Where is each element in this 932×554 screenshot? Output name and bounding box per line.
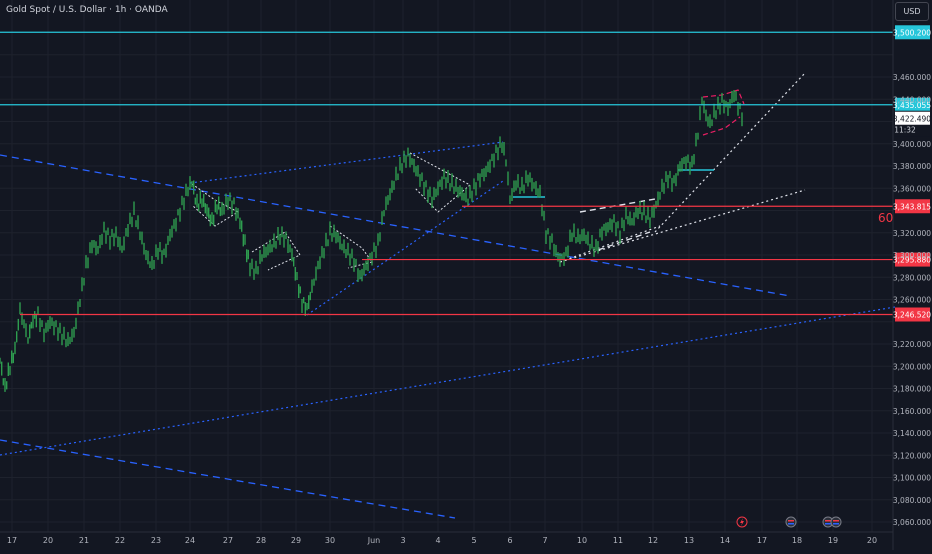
current-price-tag-bg [895,111,930,125]
level-price-tag [895,25,930,40]
horizontal-levels[interactable]: 3,500.200 3,435.055 3,343.815 3,295.880 3,24… [0,25,931,322]
flag-line-lower[interactable] [597,231,651,251]
wedge-lower-line[interactable] [559,225,661,263]
price-tick-label: 3,060.000 [893,518,931,527]
flag-icon[interactable] [785,516,797,528]
level-price-tag [895,307,930,322]
time-tick-label: 11 [613,536,623,545]
time-tick-label: 12 [648,536,658,545]
price-tick-label: 3,440.000 [893,95,931,104]
pattern-shape-4[interactable] [409,152,471,213]
flag-line-upper[interactable] [579,198,656,213]
currency-button[interactable]: USD [895,2,929,21]
time-tick-label: 29 [291,536,301,545]
level-price-tag [895,252,930,267]
level-price-label: 3,343.815 [893,202,931,211]
price-tick-label: 3,120.000 [893,451,931,460]
time-tick-label: 23 [151,536,161,545]
time-tick-label: 17 [7,536,17,545]
time-tick-label: 5 [471,536,476,545]
time-tick-label: 3 [400,536,405,545]
time-tick-label: 10 [577,536,587,545]
flag-icon[interactable] [830,516,842,528]
trendline-white-lower[interactable] [559,189,806,263]
time-tick-label: 20 [43,536,53,545]
annotations: 60 [736,211,893,528]
channel-upper-line[interactable] [189,141,504,184]
price-tick-label: 3,160.000 [893,407,931,416]
price-tick-label: 3,220.000 [893,340,931,349]
time-tick-label: 17 [757,536,767,545]
price-axis[interactable]: 3,460.000 3,440.000 3,400.000 3,380.000 3,36… [892,0,931,550]
flash-icon[interactable] [736,516,748,528]
descending-channel-line[interactable] [0,154,791,297]
time-tick-label: 4 [435,536,440,545]
price-tick-label: 3,260.000 [893,296,931,305]
price-series [0,90,743,392]
descending-channel-lower-line[interactable] [0,439,456,519]
time-tick-label: 27 [223,536,233,545]
price-tick-label: 3,140.000 [893,429,931,438]
price-tick-label: 3,380.000 [893,162,931,171]
annotation-60: 60 [878,211,893,225]
time-tick-label: 19 [828,536,838,545]
symbol-title[interactable]: Gold Spot / U.S. Dollar · 1h · OANDA [6,5,168,15]
price-tick-label: 3,100.000 [893,474,931,483]
flag-icon[interactable] [822,516,834,528]
level-price-label: 3,500.200 [893,28,931,37]
time-tick-label: 24 [185,536,195,545]
time-tick-label: 20 [867,536,877,545]
trendline-white-upper[interactable] [654,72,806,233]
time-tick-label: 14 [720,536,730,545]
price-tick-label: 3,360.000 [893,184,931,193]
price-tick-label: 3,460.000 [893,73,931,82]
time-tick-label: 28 [256,536,266,545]
time-tick-label: 7 [542,536,547,545]
top-pattern-upper[interactable] [702,89,745,105]
price-tick-label: 3,280.000 [893,273,931,282]
grid [0,0,893,532]
level-price-tag [895,97,930,112]
price-tick-label: 3,320.000 [893,229,931,238]
pattern-shape-2[interactable] [251,231,301,271]
time-tick-label: 21 [79,536,89,545]
price-tick-label: 3,080.000 [893,496,931,505]
level-price-label: 3,435.055 [893,101,931,110]
time-tick-label: 18 [792,536,802,545]
price-tick-label: 3,180.000 [893,385,931,394]
price-tick-label: 3,200.000 [893,362,931,371]
time-tick-label: 22 [115,536,125,545]
level-price-label: 3,295.880 [893,256,931,265]
drawings[interactable] [0,72,896,519]
price-tick-label: 3,300.000 [893,251,931,260]
time-tick-label: 6 [507,536,512,545]
time-tick-label: Jun [367,536,381,545]
level-price-tag [895,199,930,214]
ascending-support-line[interactable] [0,306,896,456]
countdown-label: 11:32 [894,126,916,135]
pattern-shape-3[interactable] [329,225,373,269]
time-tick-label: 13 [684,536,694,545]
price-tick-label: 3,400.000 [893,140,931,149]
level-price-label: 3,246.520 [893,310,931,319]
current-price-label: 3,422.490 [893,115,931,124]
time-tick-label: 30 [325,536,335,545]
time-axis[interactable]: 17 20 21 22 23 24 27 28 29 30 Jun 3 4 5 6 7 10 11 12 13 14 17… [0,531,893,545]
top-pattern-lower[interactable] [702,116,741,136]
